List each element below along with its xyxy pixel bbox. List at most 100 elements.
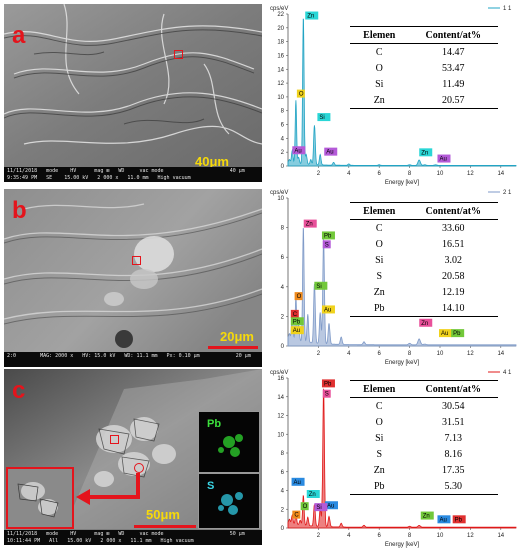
x-tick-label: 8 (408, 533, 412, 539)
spectrum-series (287, 388, 517, 529)
info-bar-b: 2:0 MAG: 2000 x HV: 15.0 kV WD: 11.1 mm … (4, 352, 262, 367)
x-tick-label: 2 (317, 171, 321, 177)
y-tick-label: 14 (277, 67, 284, 73)
peak-label-box (419, 148, 433, 157)
x-tick-label: 14 (497, 171, 504, 177)
x-tick-label: 8 (408, 171, 412, 177)
x-axis-label: Energy [keV] (385, 542, 420, 548)
x-tick-label: 4 (347, 351, 351, 357)
roi-marker-c (110, 435, 119, 444)
sem-panel-c: c Pb S 50μm 11/11/2018 mode HV mag ⊞ WD … (4, 369, 262, 545)
table-row: S 20.58 (350, 268, 498, 284)
content-cell: 12.19 (442, 286, 465, 298)
peak-label-box (437, 154, 451, 163)
element-cell: O (375, 238, 383, 250)
peak-label-au: Au (439, 517, 446, 523)
peak-label-box (314, 503, 328, 512)
table-header-cell: Content/at% (408, 202, 498, 220)
y-tick-label: 4 (281, 285, 285, 291)
content-cell: 14.47 (442, 46, 465, 58)
element-map-s: S (198, 473, 260, 529)
peak-label-pb: Pb (293, 319, 301, 325)
peak-label-au: Au (293, 328, 300, 334)
peak-label-box (290, 317, 304, 326)
peak-label-box (290, 309, 299, 318)
content-cell: 7.13 (444, 432, 463, 444)
x-tick-label: 12 (467, 533, 474, 539)
peak-label-c: C (294, 513, 299, 519)
y-tick-label: 6 (281, 255, 285, 261)
content-cell: 17.35 (442, 464, 465, 476)
peak-label-si: Si (316, 505, 321, 511)
scale-bar-b (208, 346, 258, 349)
peak-label-zn: Zn (421, 150, 428, 156)
x-tick-label: 2 (317, 533, 321, 539)
peak-label-box (290, 326, 304, 335)
table-row: S 8.16 (350, 446, 498, 462)
y-tick-label: 10 (277, 432, 284, 438)
table-header-cell: Elemen (350, 26, 409, 44)
y-axis-label: cps/eV (270, 370, 288, 376)
content-cell: 20.58 (442, 270, 465, 282)
peak-label-box (451, 329, 465, 338)
y-tick-label: 12 (277, 81, 284, 87)
peak-label-box (292, 510, 301, 519)
peak-label-o: O (299, 92, 304, 98)
x-tick-label: 12 (467, 351, 474, 357)
content-cell: 8.16 (444, 448, 463, 460)
y-tick-label: 14 (277, 395, 284, 401)
panel-letter-a: a (12, 22, 26, 49)
panel-letter-c: c (12, 377, 26, 404)
map-label-s: S (207, 480, 215, 492)
content-cell: 20.57 (408, 92, 498, 109)
y-tick-label: 8 (281, 451, 285, 457)
roi-marker-b (132, 256, 141, 265)
peak-label-pb: Pb (324, 381, 332, 387)
element-cell: C (375, 400, 383, 412)
peak-label-o: O (303, 504, 308, 510)
table-header-cell: Content/at% (408, 26, 498, 44)
y-tick-label: 22 (277, 12, 284, 18)
peak-label-box (321, 379, 335, 388)
eds-svg-b: cps/eV 2 1 0 2 4 6 8 10 2 4 6 8 10 12 14 Energy [keV] Zn… (270, 190, 517, 366)
peak-label-box (419, 318, 433, 327)
peak-label-box (420, 511, 434, 520)
y-tick-label: 8 (281, 109, 285, 115)
spectrum-series (287, 18, 517, 167)
peak-label-au: Au (294, 148, 301, 154)
peak-label-s: S (325, 242, 329, 248)
element-cell: Zn (373, 464, 385, 476)
element-cell: S (376, 270, 383, 282)
table-header-cell: Content/at% (408, 380, 498, 398)
element-cell: Si (375, 78, 384, 90)
y-tick-label: 0 (281, 344, 285, 350)
y-tick-label: 20 (277, 26, 284, 32)
legend-label: 4 1 (503, 370, 512, 376)
content-cell: 30.54 (442, 400, 465, 412)
content-cell: 31.51 (442, 416, 465, 428)
peak-label-box (321, 305, 335, 314)
peak-label-box (324, 147, 338, 156)
table-header-row: Elemen Content/at% (350, 202, 498, 220)
x-tick-label: 14 (497, 351, 504, 357)
x-tick-label: 6 (378, 171, 382, 177)
table-row: Pb 5.30 (350, 478, 498, 495)
composition-table-b: Elemen Content/at% C 33.60 O 16.51 Si 3.02 S 20.5… (350, 202, 498, 317)
zoom-inset-c (6, 467, 74, 529)
element-cell: Zn (373, 286, 385, 298)
eds-chart-c: cps/eV 4 1 0 2 4 6 8 10 12 14 16 2 4 6 8 10 12 14 Energy [… (268, 366, 522, 548)
table-row: Zn 20.57 (350, 92, 498, 109)
y-tick-label: 2 (281, 314, 285, 320)
peak-label-box (300, 502, 309, 511)
peak-label-zn: Zn (306, 222, 313, 228)
table-row: Zn 17.35 (350, 462, 498, 478)
element-cell: Si (375, 254, 384, 266)
zoom-arrow-c (76, 473, 140, 505)
x-tick-label: 2 (317, 351, 321, 357)
element-cell: Si (375, 432, 384, 444)
y-tick-label: 6 (281, 123, 285, 129)
y-tick-label: 6 (281, 470, 285, 476)
sem-panel-b: b 20μm 2:0 MAG: 2000 x HV: 15.0 kV WD: 1… (4, 189, 262, 367)
peak-label-pb: Pb (455, 517, 463, 523)
